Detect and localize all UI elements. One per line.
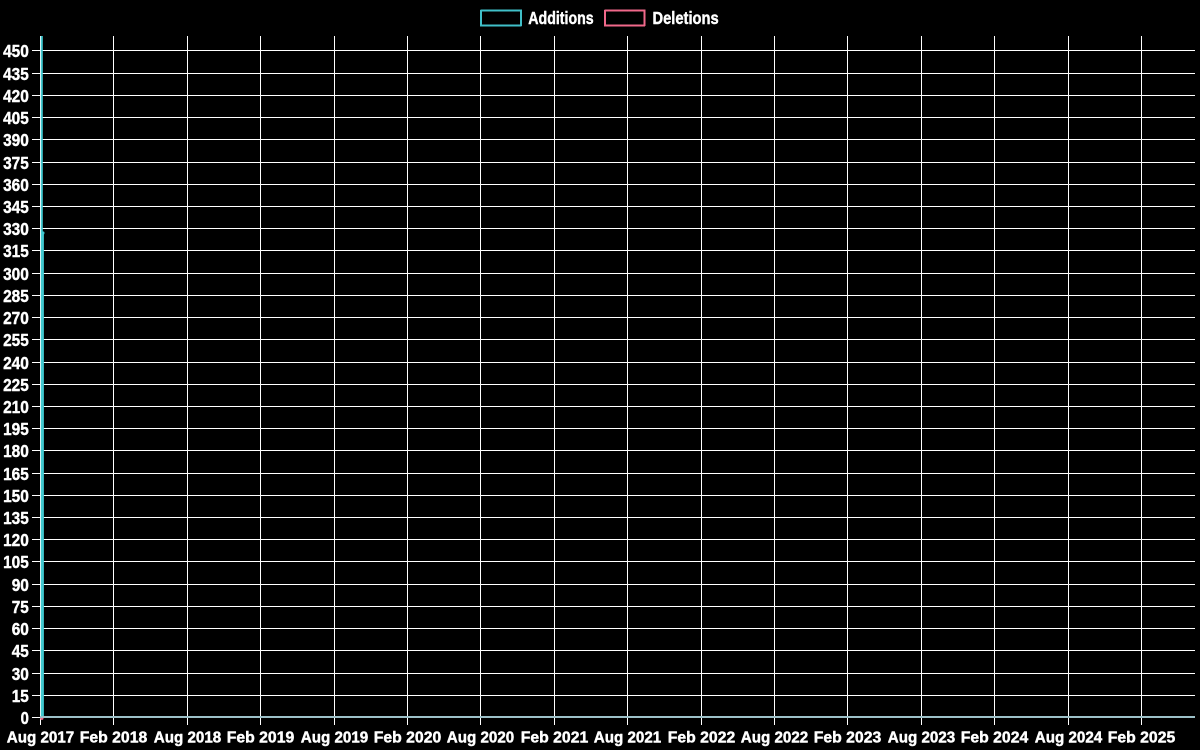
svg-text:300: 300: [3, 264, 29, 284]
svg-text:Aug 2017: Aug 2017: [7, 729, 75, 746]
svg-text:Deletions: Deletions: [653, 8, 719, 28]
svg-text:0: 0: [21, 708, 29, 728]
svg-text:Feb 2025: Feb 2025: [1108, 729, 1176, 746]
svg-text:180: 180: [3, 441, 29, 461]
svg-text:345: 345: [3, 197, 29, 217]
svg-text:240: 240: [3, 353, 29, 373]
svg-text:285: 285: [3, 286, 29, 306]
svg-text:135: 135: [3, 508, 29, 528]
svg-text:75: 75: [12, 597, 29, 617]
svg-text:Aug 2020: Aug 2020: [447, 729, 515, 746]
svg-text:45: 45: [12, 641, 29, 661]
svg-text:Feb 2020: Feb 2020: [374, 729, 442, 746]
svg-text:225: 225: [3, 375, 29, 395]
svg-text:315: 315: [3, 241, 29, 261]
svg-text:90: 90: [12, 575, 29, 595]
svg-text:210: 210: [3, 397, 29, 417]
svg-text:Aug 2021: Aug 2021: [594, 729, 662, 746]
svg-text:Feb 2018: Feb 2018: [80, 729, 148, 746]
svg-text:Aug 2019: Aug 2019: [301, 729, 369, 746]
svg-text:Feb 2021: Feb 2021: [521, 729, 589, 746]
svg-text:Aug 2018: Aug 2018: [154, 729, 222, 746]
svg-text:Feb 2022: Feb 2022: [668, 729, 736, 746]
svg-text:120: 120: [3, 530, 29, 550]
svg-text:435: 435: [3, 64, 29, 84]
svg-text:255: 255: [3, 330, 29, 350]
svg-text:270: 270: [3, 308, 29, 328]
svg-text:Aug 2023: Aug 2023: [888, 729, 956, 746]
svg-text:165: 165: [3, 464, 29, 484]
svg-text:Feb 2019: Feb 2019: [227, 729, 295, 746]
svg-text:Feb 2023: Feb 2023: [814, 729, 882, 746]
svg-text:375: 375: [3, 153, 29, 173]
svg-text:Aug 2022: Aug 2022: [741, 729, 809, 746]
svg-text:Aug 2024: Aug 2024: [1035, 729, 1103, 746]
svg-text:195: 195: [3, 419, 29, 439]
svg-text:450: 450: [3, 41, 29, 61]
svg-text:30: 30: [12, 664, 29, 684]
svg-text:Additions: Additions: [528, 8, 594, 28]
svg-text:105: 105: [3, 552, 29, 572]
svg-text:390: 390: [3, 130, 29, 150]
svg-text:330: 330: [3, 219, 29, 239]
svg-text:360: 360: [3, 175, 29, 195]
svg-text:420: 420: [3, 86, 29, 106]
svg-text:60: 60: [12, 619, 29, 639]
svg-text:15: 15: [12, 686, 29, 706]
svg-text:150: 150: [3, 486, 29, 506]
svg-text:405: 405: [3, 108, 29, 128]
svg-text:Feb 2024: Feb 2024: [961, 729, 1029, 746]
